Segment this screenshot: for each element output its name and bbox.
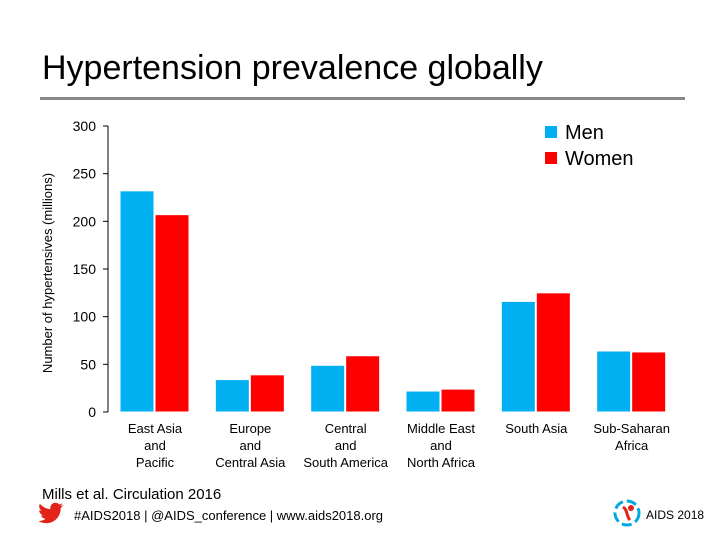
aids2018-logo: AIDS 2018 (612, 498, 712, 532)
footer: #AIDS2018 | @AIDS_conference | www.aids2… (38, 502, 384, 529)
x-category-label-0-2: Pacific (136, 455, 175, 470)
x-category-label-0-0: East Asia (128, 421, 183, 436)
x-category-label-1-1: and (239, 438, 261, 453)
bar-men-2 (310, 364, 346, 413)
x-category-label-2-1: and (335, 438, 357, 453)
bar-women-5 (631, 351, 667, 413)
x-category-label-0-1: and (144, 438, 166, 453)
x-category-label-2-2: South America (303, 455, 388, 470)
x-category-label-4-0: South Asia (505, 421, 568, 436)
x-category-label-1-0: Europe (229, 421, 271, 436)
bar-men-3 (405, 390, 441, 413)
x-category-label-5-0: Sub-Saharan (593, 421, 670, 436)
x-category-label-3-0: Middle East (407, 421, 475, 436)
x-category-label-1-2: Central Asia (215, 455, 286, 470)
bar-women-1 (249, 374, 285, 413)
bar-women-0 (154, 214, 190, 413)
bar-women-2 (345, 355, 381, 413)
bar-men-1 (214, 379, 250, 413)
x-category-label-3-2: North Africa (407, 455, 476, 470)
source-citation: Mills et al. Circulation 2016 (42, 486, 222, 503)
y-tick-label-1: 50 (80, 356, 96, 372)
x-category-label-3-1: and (430, 438, 452, 453)
y-tick-label-2: 100 (73, 309, 97, 325)
legend-swatch-women (545, 152, 557, 164)
logo-text: AIDS 2018 (646, 508, 705, 522)
x-category-label-2-0: Central (325, 421, 367, 436)
bar-men-4 (500, 300, 536, 413)
y-tick-label-3: 150 (73, 261, 97, 277)
page-title: Hypertension prevalence globally (42, 49, 543, 87)
legend-label-men: Men (565, 122, 604, 144)
twitter-bird-icon (38, 502, 64, 529)
bar-chart: 0 50 100 150 200 250 300 Number of hypertensive… (40, 118, 670, 470)
y-tick-label-0: 0 (88, 404, 96, 420)
footer-hashtag-links: #AIDS2018 | @AIDS_conference | www.aids2… (74, 507, 384, 523)
legend-swatch-men (545, 126, 557, 138)
aids2018-logo-icon (612, 498, 642, 533)
legend-label-women: Women (565, 148, 634, 170)
y-tick-label-6: 300 (73, 118, 97, 134)
title-divider (40, 97, 685, 100)
bar-women-3 (440, 388, 476, 413)
y-axis-label: Number of hypertensives (millions) (40, 173, 55, 373)
y-tick-label-4: 200 (73, 213, 97, 229)
y-tick-label-5: 250 (73, 166, 97, 182)
bar-men-0 (119, 190, 155, 413)
bar-women-4 (535, 292, 571, 413)
bar-men-5 (596, 350, 632, 413)
x-category-label-5-1: Africa (615, 438, 649, 453)
